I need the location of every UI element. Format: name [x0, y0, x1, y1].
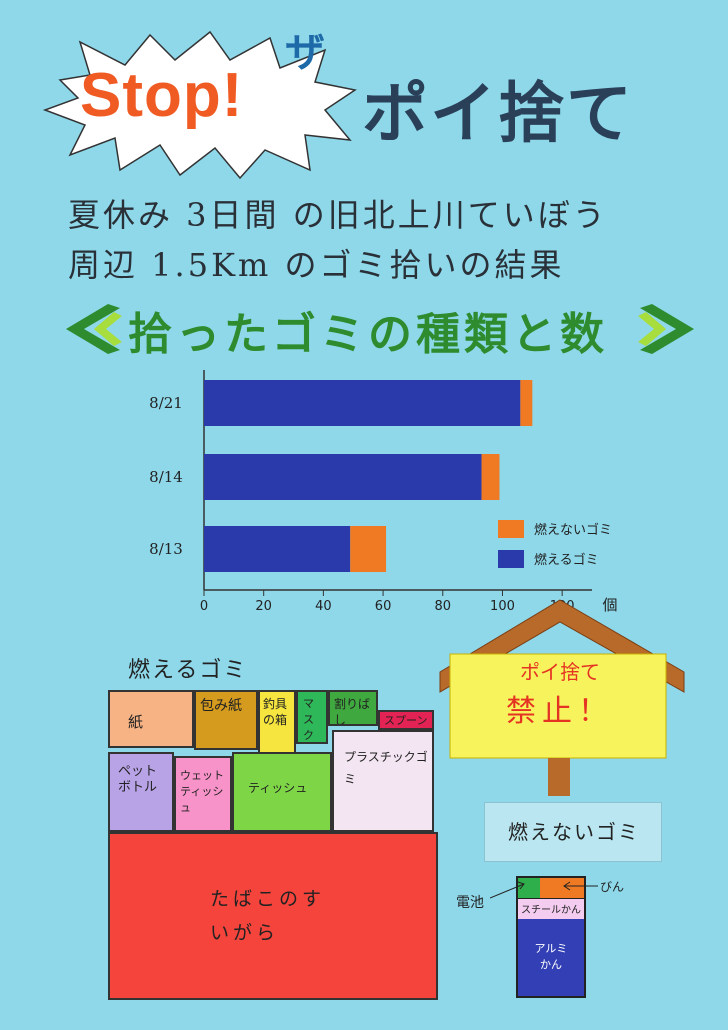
item-pet-bottle: ペットボトル — [108, 752, 174, 832]
nonburnable-label-card — [484, 802, 662, 862]
starburst-background — [42, 30, 357, 180]
x-tick-label: 0 — [200, 599, 208, 614]
item-mask: マスク — [296, 690, 328, 744]
bar-8-13-series-1 — [350, 526, 387, 572]
bar-8-14-series-0 — [204, 454, 482, 500]
legend-label: 燃えるゴミ — [534, 552, 599, 568]
bar-8-21-series-1 — [520, 380, 533, 426]
section-heading: 拾ったゴミの種類と数 — [128, 309, 608, 360]
x-tick-label: 20 — [255, 599, 272, 614]
subtitle-line2: 周辺 1.5Km のゴミ拾いの結果 — [68, 246, 565, 284]
nonburnable-stack: スチールかん アルミかん — [516, 876, 586, 998]
title-za: ザ — [285, 30, 325, 76]
callout-arrows — [490, 881, 598, 899]
item-tissue: ティッシュ — [232, 752, 332, 832]
legend-swatch — [498, 550, 524, 568]
stacked-bar-chart: 8/218/148/13020406080100120個燃えないゴミ燃えるゴミ — [149, 370, 618, 614]
title-stop: Stop! — [80, 61, 244, 130]
item-paper: 紙 — [108, 690, 194, 748]
nonburnable-label: 燃えないゴミ — [508, 820, 640, 844]
section-heading-brackets — [66, 304, 694, 354]
x-unit-label: 個 — [602, 596, 617, 614]
bottle-label: びん — [600, 880, 625, 894]
bottle-block — [540, 878, 584, 898]
bar-8-13-series-0 — [204, 526, 351, 572]
title-main: ポイ捨て — [362, 75, 634, 152]
bar-8-21-series-0 — [204, 380, 521, 426]
sign-text-line2: 禁止！ — [506, 694, 614, 729]
item-cigarettes: たばこのすいがら — [108, 832, 438, 1000]
item-spoon: スプーン — [378, 710, 434, 730]
x-tick-label: 60 — [375, 599, 392, 614]
x-tick-label: 80 — [434, 599, 451, 614]
aluminum-can-block: アルミかん — [518, 919, 584, 996]
category-label: 8/21 — [149, 394, 183, 412]
bar-8-14-series-1 — [481, 454, 500, 500]
burnable-label: 燃えるゴミ — [128, 658, 248, 683]
x-tick-label: 40 — [315, 599, 332, 614]
legend-label: 燃えないゴミ — [534, 522, 612, 538]
item-wet-tissue: ウェットティッシュ — [174, 756, 232, 832]
legend-swatch — [498, 520, 524, 538]
sign-text-line1: ポイ捨て — [520, 660, 600, 684]
x-tick-label: 100 — [490, 599, 515, 614]
subtitle-line1: 夏休み 3日間 の旧北上川ていぼう — [68, 196, 608, 234]
category-label: 8/13 — [149, 540, 183, 558]
sign-house — [439, 599, 685, 796]
battery-label: 電池 — [456, 895, 484, 911]
item-fishing-box: 釣具の箱 — [258, 690, 296, 754]
item-plastic: プラスチックゴミ — [332, 730, 434, 832]
category-label: 8/14 — [149, 468, 183, 486]
item-wrapping-paper: 包み紙 — [194, 690, 258, 750]
item-chopsticks: 割りばし — [328, 690, 378, 726]
burnable-treemap: 紙 包み紙 釣具の箱 マスク 割りばし スプーン ペットボトル ウェットティッシ… — [108, 690, 438, 1000]
